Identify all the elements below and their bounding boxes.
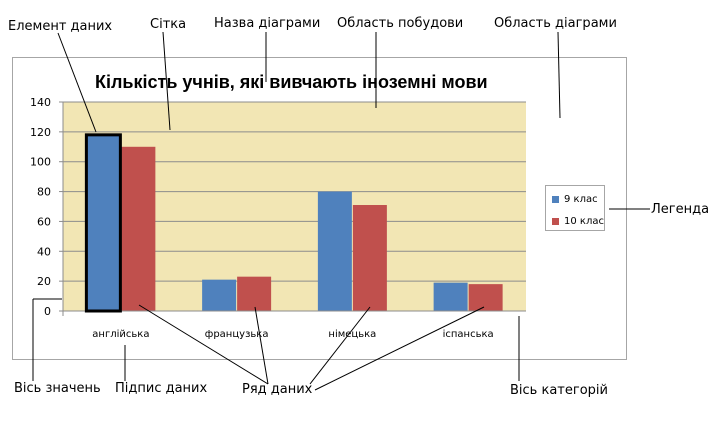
legend: 9 клас 10 клас [545,185,605,231]
annotation-plot-area: Область побудови [337,16,464,31]
annotation-chart-area: Область діаграми [494,16,617,31]
bar-2-4 [468,284,503,311]
annotation-data-series: Ряд даних [242,382,313,397]
category-labels: англійська французька німецька іспанська [92,328,493,340]
annotation-chart-title: Назва діаграми [214,16,321,31]
y-tick-label: 80 [37,186,51,199]
y-tick-label: 100 [30,156,51,169]
legend-label-9: 9 клас [564,193,598,205]
y-tick-label: 20 [37,275,51,288]
annotation-legend: Легенда [651,202,710,217]
y-tick-label: 60 [37,215,51,228]
bar-2-1 [121,146,156,311]
bar-2-2 [237,276,272,311]
category-label: англійська [92,328,149,340]
y-tick-label: 120 [30,126,51,139]
bar-2-3 [352,205,387,311]
annotation-grid: Сітка [150,17,187,32]
y-tick-label: 140 [30,96,51,109]
annotation-data-label: Підпис даних [115,381,208,396]
value-axis-ticks: 0 20 40 60 80 100 120 140 [30,96,63,318]
y-tick-label: 0 [44,305,51,318]
legend-label-10: 10 клас [564,215,604,227]
bar-1-3 [317,191,352,311]
category-label: німецька [328,328,376,340]
legend-item-9: 9 клас [552,193,598,205]
category-label: французька [205,329,269,340]
y-tick-label: 40 [37,245,51,258]
bar-1-4 [433,282,468,311]
annotation-value-axis: Вісь значень [14,381,101,396]
legend-swatch-10 [552,217,559,225]
chart-title: Кількість учнів, які вивчають іноземні м… [95,72,488,92]
category-label: іспанська [443,328,494,340]
bar-1-1 [86,134,121,311]
annotation-data-element: Елемент даних [8,19,113,34]
bars [86,134,503,311]
annotation-category-axis: Вісь категорій [510,383,608,398]
legend-item-10: 10 клас [552,215,604,227]
bar-1-2 [202,279,237,311]
legend-swatch-9 [552,195,559,203]
selected-data-element [84,133,122,313]
